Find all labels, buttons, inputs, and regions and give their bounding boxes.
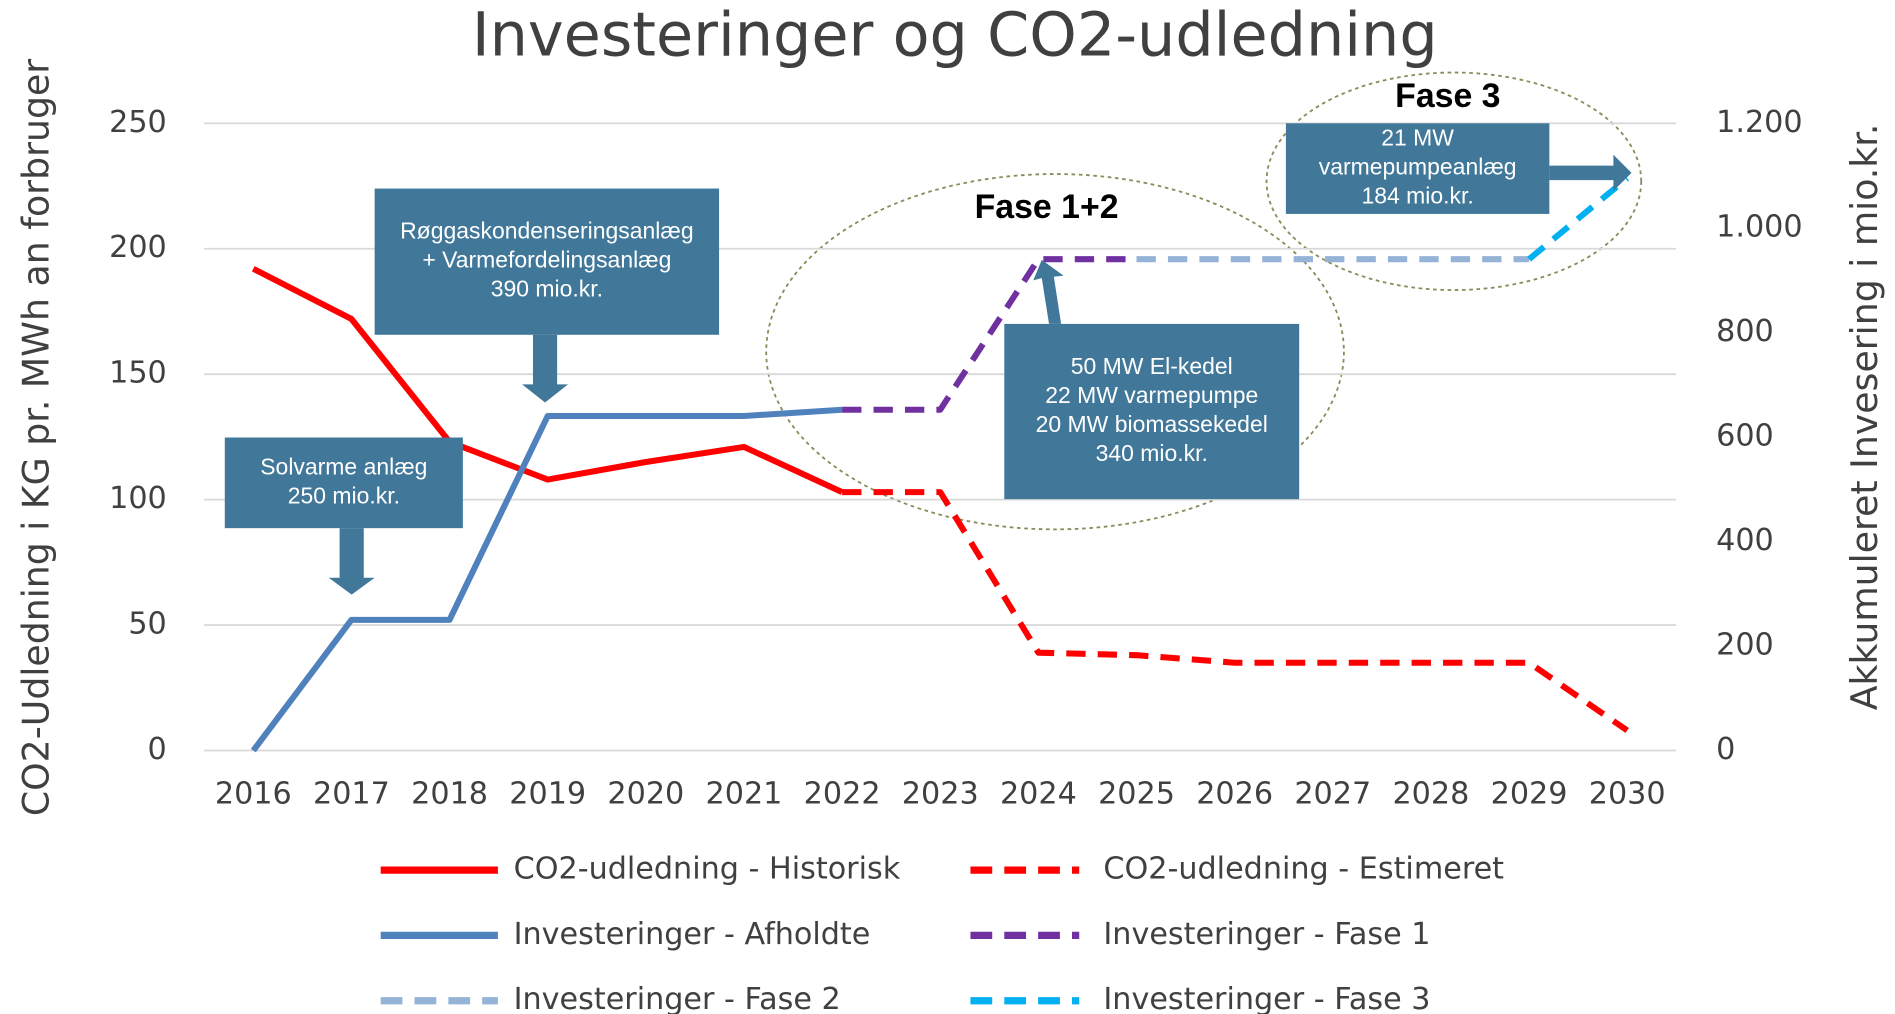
- legend-label: Investeringer - Fase 2: [514, 982, 841, 1014]
- y-tick-label: 150: [109, 356, 167, 391]
- annotation: 50 MW El-kedel 22 MW varmepumpe 20 MW biom…: [1004, 259, 1300, 500]
- x-tick-label: 2027: [1294, 777, 1371, 812]
- annotation: Røggaskondenseringsanlæg + Varmefordeling…: [374, 188, 720, 403]
- y2-tick-label: 1.000: [1716, 209, 1802, 244]
- x-tick-label: 2023: [902, 777, 979, 812]
- y-tick-label: 100: [109, 481, 167, 516]
- y2-tick-label: 0: [1716, 732, 1735, 767]
- phase-label: Fase 3: [1395, 77, 1500, 115]
- legend-label: Investeringer - Fase 3: [1103, 982, 1430, 1014]
- annotation-text: + Varmefordelingsanlæg: [422, 247, 671, 273]
- phase-ellipse: [765, 173, 1345, 531]
- annotation-text: 390 mio.kr.: [491, 276, 603, 302]
- y-tick-label: 250: [109, 105, 167, 140]
- y2-tick-label: 1.200: [1716, 105, 1802, 140]
- annotation-arrow: [1033, 259, 1064, 324]
- series-line: [250, 406, 843, 753]
- x-tick-label: 2021: [706, 777, 783, 812]
- annotation: Solvarme anlæg 250 mio.kr.: [224, 437, 463, 595]
- y-tick-label: 50: [128, 607, 166, 642]
- x-tick-label: 2025: [1098, 777, 1175, 812]
- x-tick-label: 2019: [509, 777, 586, 812]
- y2-tick-label: 800: [1716, 314, 1774, 349]
- annotation-box: [374, 188, 720, 335]
- annotation-text: Solvarme anlæg: [260, 453, 427, 479]
- annotation-text: 50 MW El-kedel: [1071, 353, 1233, 379]
- annotation-arrow: [328, 528, 375, 595]
- annotation-text: 184 mio.kr.: [1361, 183, 1473, 209]
- annotation-arrow: [522, 334, 569, 403]
- x-tick-label: 2022: [804, 777, 881, 812]
- annotation-text: 340 mio.kr.: [1096, 440, 1208, 466]
- legend-label: CO2-udledning - Historisk: [514, 852, 901, 887]
- series-line: [842, 256, 1137, 413]
- phase-label: Fase 1+2: [975, 188, 1119, 226]
- x-tick-label: 2026: [1196, 777, 1273, 812]
- y-tick-label: 0: [148, 732, 167, 767]
- x-tick-label: 2024: [1000, 777, 1077, 812]
- annotation-text: 21 MW: [1381, 125, 1454, 151]
- y2-tick-label: 200: [1716, 627, 1774, 662]
- x-tick-label: 2017: [313, 777, 390, 812]
- y2-axis-label: Akkumuleret Invesering i mio.kr.: [1843, 124, 1886, 711]
- annotation-arrow: [1549, 154, 1632, 191]
- y2-tick-label: 600: [1716, 418, 1774, 453]
- series-line: [1527, 175, 1630, 262]
- legend-label: Investeringer - Fase 1: [1103, 917, 1430, 952]
- annotation-box: [1004, 323, 1300, 500]
- series-line: [251, 266, 844, 495]
- x-tick-label: 2030: [1589, 777, 1666, 812]
- y2-tick-label: 400: [1716, 523, 1774, 558]
- x-tick-label: 2020: [607, 777, 684, 812]
- x-tick-label: 2028: [1392, 777, 1469, 812]
- x-tick-label: 2016: [215, 777, 292, 812]
- series-line: [842, 489, 1629, 733]
- annotation-text: varmepumpeanlæg: [1319, 154, 1517, 180]
- y-axis-label: CO2-Udledning i KG pr. MWh an forbruger: [15, 59, 58, 816]
- annotation-box: [224, 437, 463, 529]
- annotation-box: [1285, 123, 1550, 214]
- annotation-text: 22 MW varmepumpe: [1045, 382, 1258, 408]
- chart-title: Investeringer og CO2-udledning: [472, 0, 1438, 70]
- annotation-text: Røggaskondenseringsanlæg: [400, 218, 693, 244]
- annotation: 21 MW varmepumpeanlæg 184 mio.kr.: [1285, 123, 1632, 214]
- legend-label: Investeringer - Afholdte: [514, 917, 871, 952]
- phase-ellipse: [1265, 71, 1643, 291]
- annotation-text: 250 mio.kr.: [288, 482, 400, 508]
- x-tick-label: 2029: [1491, 777, 1568, 812]
- y-tick-label: 200: [109, 230, 167, 265]
- annotation-text: 20 MW biomassekedel: [1036, 411, 1268, 437]
- legend-label: CO2-udledning - Estimeret: [1103, 852, 1504, 887]
- x-tick-label: 2018: [411, 777, 488, 812]
